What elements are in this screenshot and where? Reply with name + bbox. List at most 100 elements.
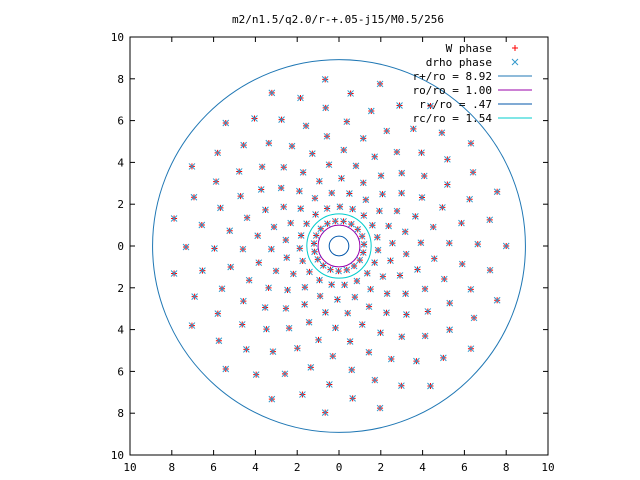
drho-phase-point (383, 309, 390, 317)
drho-phase-point (314, 256, 322, 263)
drho-phase-point (268, 89, 276, 97)
drho-phase-point (439, 204, 446, 211)
x-tick-label: 8 (503, 461, 510, 474)
drho-phase-point (356, 256, 364, 264)
drho-phase-point (350, 262, 358, 270)
x-tick-label: 0 (336, 461, 343, 474)
y-tick-label: 8 (117, 73, 124, 86)
drho-phase-point (403, 311, 410, 318)
drho-phase-point (371, 259, 378, 266)
x-tick-label: 2 (377, 461, 384, 474)
drho-phase-point (272, 267, 280, 275)
x-tick-label: 8 (168, 461, 175, 474)
drho-phase-point (360, 212, 368, 219)
drho-phase-point (315, 336, 322, 344)
drho-phase-point (297, 232, 305, 239)
drho-phase-point (486, 216, 494, 224)
drho-phase-point (421, 285, 429, 293)
drho-phase-point (237, 192, 244, 200)
drho-phase-point (410, 125, 417, 133)
drho-phase-point (308, 150, 316, 157)
drho-phase-point (418, 149, 425, 157)
drho-phase-point (328, 281, 335, 288)
drho-phase-point (387, 257, 394, 265)
x-tick-label: 4 (252, 461, 259, 474)
drho-phase-point (182, 243, 190, 251)
drho-phase-point (343, 118, 351, 126)
drho-phase-point (285, 324, 293, 332)
y-tick-label: 2 (117, 282, 124, 295)
drho-phase-point (445, 239, 453, 247)
drho-phase-point (440, 275, 448, 283)
drho-phase-point (340, 146, 348, 154)
drho-phase-point (170, 270, 178, 277)
drho-phase-point (324, 220, 331, 228)
drho-phase-point (359, 249, 367, 256)
drho-phase-point (301, 300, 308, 308)
drho-phase-point (377, 172, 385, 180)
drho-phase-point (398, 169, 406, 177)
drho-phase-point (297, 205, 305, 212)
y-tick-label: 6 (117, 115, 124, 128)
drho-phase-point (396, 102, 403, 109)
drho-phase-point (325, 161, 333, 169)
drho-phase-point (261, 304, 269, 311)
circle-1 (152, 59, 526, 433)
drho-phase-point (316, 177, 323, 185)
drho-phase-point (336, 203, 344, 211)
drho-phase-point (251, 115, 258, 122)
x-tick-label: 2 (294, 461, 301, 474)
drho-phase-point (418, 194, 426, 201)
y-tick-label: 10 (111, 449, 124, 462)
drho-phase-point (367, 107, 375, 115)
drho-phase-point (311, 194, 319, 202)
drho-phase-point (316, 276, 323, 284)
drho-phase-point (296, 187, 303, 195)
drho-phase-point (402, 290, 409, 298)
drho-phase-point (214, 310, 222, 318)
drho-phase-point (217, 204, 224, 212)
y-tick-label: 4 (117, 324, 124, 337)
drho-phase-point (429, 223, 437, 231)
drho-phase-point (212, 178, 220, 185)
drho-phase-point (278, 116, 285, 124)
drho-phase-point (227, 263, 235, 271)
drho-phase-point (328, 189, 336, 197)
drho-phase-point (311, 248, 318, 256)
drho-phase-point (346, 338, 354, 345)
drho-phase-point (443, 181, 451, 188)
drho-phase-point (235, 168, 243, 175)
drho-phase-point (414, 266, 421, 273)
drho-phase-point (265, 284, 272, 292)
drho-phase-point (190, 193, 198, 201)
drho-phase-point (398, 333, 406, 341)
drho-phase-point (349, 395, 356, 402)
drho-phase-point (401, 228, 409, 236)
drho-phase-point (299, 168, 307, 176)
drho-phase-point (474, 240, 482, 248)
drho-phase-point (265, 139, 273, 147)
drho-phase-point (458, 219, 465, 227)
drho-phase-point (493, 188, 501, 196)
drho-phase-point (466, 195, 474, 203)
x-axis-ticks: 10 8 6 4 2 0 2 4 6 8 10 (123, 37, 555, 474)
drho-phase-point (373, 233, 381, 241)
drho-phase-point (270, 223, 278, 231)
drho-phase-point (351, 293, 359, 301)
drho-phase-point (188, 163, 196, 170)
drho-phase-point (329, 352, 337, 360)
drho-phase-point (218, 285, 226, 293)
drho-phase-point (280, 203, 288, 211)
drho-phase-point (379, 273, 387, 280)
drho-phase-point (326, 381, 333, 388)
chart-title: m2/n1.5/q2.0/r-+.05-j15/M0.5/256 (232, 13, 444, 26)
drho-phase-point (347, 90, 354, 97)
y-tick-label: 2 (117, 198, 124, 211)
drho-phase-point (299, 391, 306, 398)
drho-phase-point (360, 240, 368, 248)
drho-phase-point (346, 190, 353, 197)
drho-phase-point (467, 285, 475, 293)
drho-phase-point (376, 80, 384, 88)
drho-phase-point (214, 149, 222, 157)
